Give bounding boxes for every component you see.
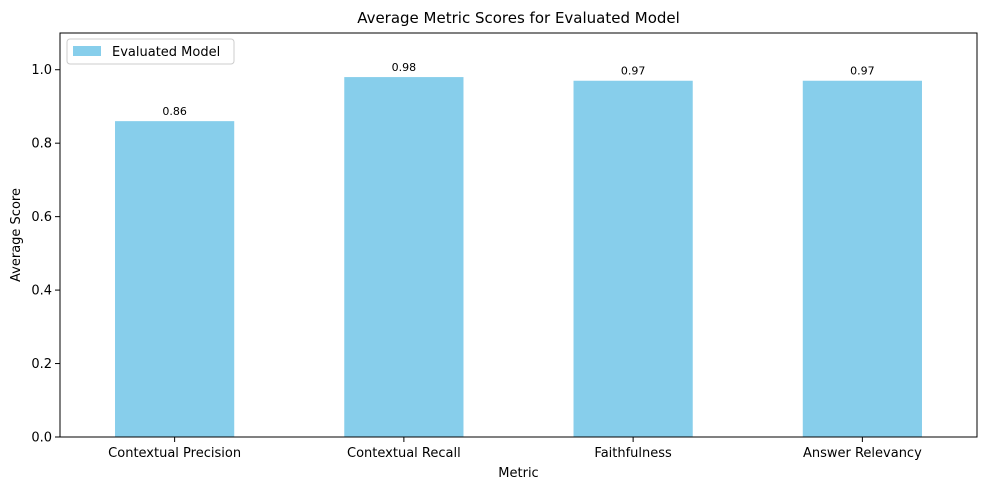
legend-label: Evaluated Model bbox=[112, 45, 220, 60]
x-tick-label-0: Contextual Precision bbox=[108, 446, 241, 461]
legend: Evaluated Model bbox=[66, 38, 235, 65]
data-label-3: 0.97 bbox=[850, 65, 875, 78]
plot-frame bbox=[59, 32, 978, 438]
y-ticks-group: 0.0 0.2 0.4 0.6 0.8 1.0 bbox=[31, 63, 60, 446]
x-tick-label-1: Contextual Recall bbox=[347, 446, 461, 461]
y-axis-label: Average Score bbox=[9, 188, 24, 282]
y-tick-label-0: 0.0 bbox=[31, 431, 52, 446]
y-tick-label-5: 1.0 bbox=[31, 63, 52, 78]
data-label-2: 0.97 bbox=[621, 65, 646, 78]
x-tick-label-3: Answer Relevancy bbox=[803, 446, 922, 461]
x-axis-label: Metric bbox=[498, 466, 538, 481]
bar-1 bbox=[344, 77, 464, 437]
y-tick-label-1: 0.2 bbox=[31, 357, 52, 372]
y-tick-label-4: 0.8 bbox=[31, 137, 52, 152]
x-ticks-group: Contextual Precision Contextual Recall Fai… bbox=[108, 437, 922, 461]
x-tick-label-2: Faithfulness bbox=[594, 446, 672, 461]
data-label-1: 0.98 bbox=[392, 61, 417, 74]
legend-box bbox=[66, 38, 235, 65]
legend-swatch bbox=[73, 46, 101, 56]
bar-0 bbox=[115, 121, 235, 438]
data-labels-group: 0.86 0.98 0.97 0.97 bbox=[162, 61, 874, 118]
data-label-0: 0.86 bbox=[162, 105, 187, 118]
bar-3 bbox=[802, 80, 922, 437]
y-tick-label-3: 0.6 bbox=[31, 210, 52, 225]
bars-group bbox=[115, 77, 922, 438]
y-tick-label-2: 0.4 bbox=[31, 284, 52, 299]
chart-title: Average Metric Scores for Evaluated Mode… bbox=[357, 9, 680, 27]
bar-2 bbox=[573, 80, 693, 437]
